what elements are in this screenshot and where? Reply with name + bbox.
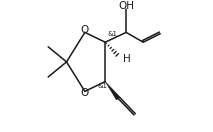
Text: OH: OH <box>118 1 134 11</box>
Text: O: O <box>81 88 89 98</box>
Text: &1: &1 <box>108 31 118 37</box>
Text: O: O <box>81 25 89 35</box>
Polygon shape <box>105 82 120 100</box>
Text: &1: &1 <box>98 83 108 89</box>
Text: H: H <box>123 54 131 64</box>
